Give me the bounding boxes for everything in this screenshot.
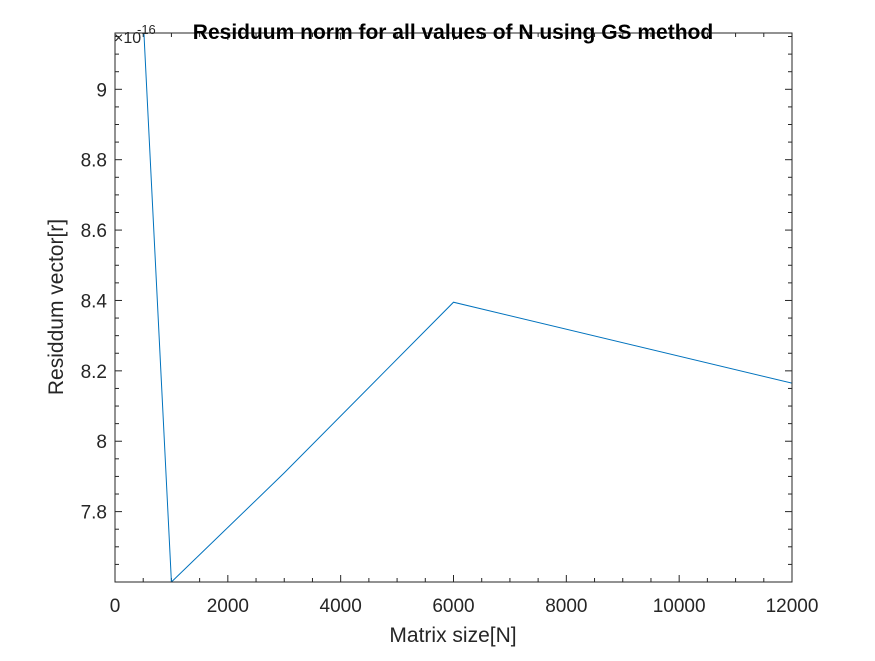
y-tick-label: 8.4 [81,291,108,312]
y-tick-label: 8.8 [81,151,107,172]
x-tick-label: 12000 [766,596,819,617]
y-tick-label: 8.2 [81,362,107,383]
y-tick-labels: 7.8 8 8.2 8.4 8.6 8.8 9 [81,80,108,523]
chart-title: Residuum norm for all values of N using … [193,21,713,44]
series-line-0 [143,33,792,582]
x-tick-label: 10000 [653,596,706,617]
plot-area [115,33,792,582]
y-axis-label: Residdum vector[r] [45,219,68,395]
y-tick-label: 9 [96,80,107,101]
x-tick-label: 2000 [207,596,249,617]
y-exponent-power: -16 [137,22,156,37]
x-tick-label: 6000 [432,596,474,617]
x-tick-label: 4000 [320,596,362,617]
y-tick-label: 7.8 [81,503,107,524]
series-layer [143,33,792,582]
y-tick-label: 8 [96,432,107,453]
x-axis-label: Matrix size[N] [389,624,516,647]
x-tick-labels: 0 2000 4000 6000 8000 10000 12000 [110,596,819,617]
x-tick-label: 0 [110,596,121,617]
y-exponent-base: ×10 [114,30,141,47]
axes-box [114,32,793,583]
y-tick-label: 8.6 [81,221,107,242]
x-tick-label: 8000 [545,596,587,617]
